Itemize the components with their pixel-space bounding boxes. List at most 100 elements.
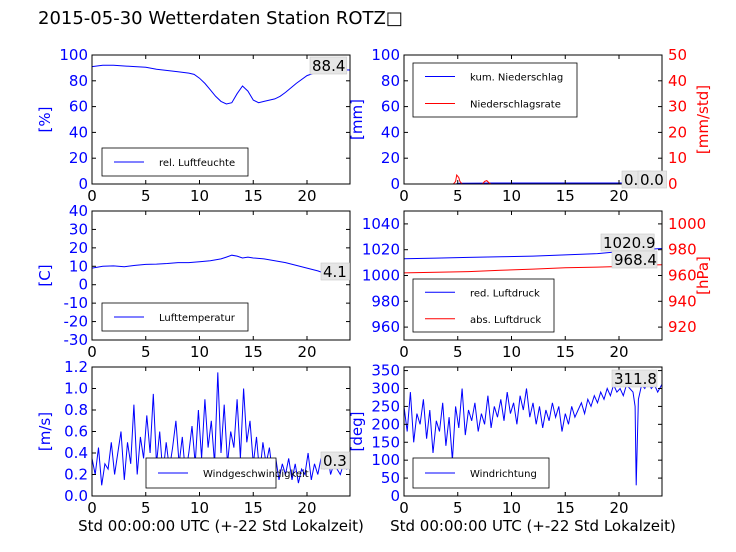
- humidity-ytick-label: 0: [78, 175, 88, 193]
- winddirection-ytick-label: 200: [371, 415, 400, 433]
- precipitation-xtick-label: 0: [399, 187, 409, 205]
- pressure-xtick-label: 20: [609, 343, 628, 361]
- humidity-xtick-label: 5: [141, 187, 151, 205]
- pressure-value-label-box-1: [611, 250, 658, 269]
- precipitation-ytick-label: 80: [381, 72, 400, 90]
- winddirection-xtick-label: 10: [502, 499, 521, 517]
- winddirection-ylabel: [deg]: [348, 412, 366, 452]
- humidity-xtick-label: 10: [190, 187, 209, 205]
- precipitation-y2label: [mm/std]: [694, 85, 712, 154]
- temperature-ytick-label: -20: [64, 313, 89, 331]
- precipitation-ytick-label: 40: [381, 123, 400, 141]
- humidity-ytick-label: 40: [69, 123, 88, 141]
- humidity-ytick-label: 60: [69, 98, 88, 116]
- precipitation-legend-label-1: Niederschlagsrate: [470, 100, 561, 111]
- humidity-xtick-label: 0: [87, 187, 97, 205]
- pressure-ytick-label: 1020: [362, 241, 400, 259]
- temperature-ytick-label: -10: [64, 294, 89, 312]
- pressure-ytick-label: 980: [371, 292, 400, 310]
- temperature-ytick-label: 30: [69, 220, 88, 238]
- precipitation-xtick-label: 5: [453, 187, 463, 205]
- pressure-y2tick-label: 920: [668, 318, 697, 336]
- precipitation-frame: [403, 54, 663, 185]
- humidity-value-label-0: 88.4: [312, 57, 345, 75]
- winddirection-ytick-label: 100: [371, 451, 400, 469]
- pressure-value-label-0: 1020.9: [603, 234, 656, 252]
- windspeed-xtick-label: 5: [141, 499, 151, 517]
- temperature-ylabel: [C]: [36, 264, 54, 286]
- temperature-ytick-label: 40: [69, 202, 88, 220]
- precipitation-ytick-label: 100: [371, 46, 400, 64]
- precipitation-y2tick-label: 20: [668, 123, 687, 141]
- temperature-ytick-label: 20: [69, 239, 88, 257]
- windspeed-value-label-0: 0.3: [323, 452, 347, 470]
- windspeed-value-label-box-0: [320, 451, 350, 470]
- precipitation-legend-box: [412, 62, 578, 118]
- temperature-ytick-label: -30: [64, 331, 89, 349]
- windspeed-xtick-label: 15: [244, 499, 263, 517]
- precipitation-value-label-1: 0.0: [640, 171, 664, 189]
- windspeed-ytick-label: 0.4: [64, 444, 88, 462]
- precipitation-y2tick-label: 40: [668, 72, 687, 90]
- temperature-xtick-label: 15: [244, 343, 263, 361]
- precipitation-y2tick-label: 0: [668, 175, 678, 193]
- pressure-xtick-label: 10: [502, 343, 521, 361]
- pressure-legend-label-0: red. Luftdruck: [470, 288, 540, 299]
- winddirection-xtick-label: 0: [399, 499, 409, 517]
- precipitation-y2tick-label: 10: [668, 149, 687, 167]
- temperature-value-label-0: 4.1: [323, 263, 347, 281]
- winddirection-ytick-label: 250: [371, 397, 400, 415]
- precipitation-y2tick-label: 30: [668, 98, 687, 116]
- windspeed-ytick-label: 1.2: [64, 358, 88, 376]
- winddirection-value-label-0: 311.8: [614, 370, 657, 388]
- winddirection-xtick-label: 20: [609, 499, 628, 517]
- precipitation-xtick-label: 15: [556, 187, 575, 205]
- humidity-series-0-line: [92, 64, 350, 105]
- temperature-series-0-line: [92, 254, 350, 278]
- windspeed-panel: 0 5 10 15 20 0.0 0.2 0.4 0.6 0.8 1.0 1.2 [m/s] Std 00…: [36, 358, 364, 535]
- windspeed-ylabel: [m/s]: [36, 412, 54, 451]
- temperature-xtick-label: 20: [297, 343, 316, 361]
- temperature-xtick-label: 5: [141, 343, 151, 361]
- winddirection-frame: [403, 366, 663, 497]
- humidity-value-label-box-0: [309, 56, 348, 75]
- temperature-value-label-box-0: [320, 262, 350, 281]
- windspeed-ytick-label: 0.2: [64, 466, 88, 484]
- windspeed-ytick-label: 0.8: [64, 401, 88, 419]
- windspeed-legend-label-0: Windgeschwindigkeit: [203, 469, 309, 480]
- pressure-y2tick-label: 940: [668, 292, 697, 310]
- temperature-xtick-label: 10: [190, 343, 209, 361]
- windspeed-ytick-label: 0.0: [64, 487, 88, 505]
- winddirection-value-label-box-0: [611, 369, 658, 388]
- temperature-xtick-label: 0: [87, 343, 97, 361]
- figure-title-text: 2015-05-30 Wetterdaten Station ROTZ: [38, 8, 386, 29]
- pressure-y2tick-label: 960: [668, 267, 697, 285]
- precipitation-y2tick-label: 50: [668, 46, 687, 64]
- winddirection-ytick-label: 300: [371, 380, 400, 398]
- figure-title: 2015-05-30 Wetterdaten Station ROTZ□: [38, 8, 403, 29]
- humidity-ytick-label: 100: [59, 46, 88, 64]
- humidity-xtick-label: 20: [297, 187, 316, 205]
- winddirection-ytick-label: 50: [381, 469, 400, 487]
- temperature-frame: [91, 210, 351, 341]
- windspeed-xtick-label: 0: [87, 499, 97, 517]
- humidity-ytick-label: 20: [69, 149, 88, 167]
- pressure-legend-box: [412, 278, 555, 333]
- humidity-xtick-label: 15: [244, 187, 263, 205]
- temperature-ytick-label: 10: [69, 257, 88, 275]
- precipitation-panel: 0 5 10 15 20 0 20 40 60 80 100 0 10 20 30 40 50 [mm] [mm/s…: [348, 46, 712, 205]
- humidity-legend-label-0: rel. Luftfeuchte: [159, 158, 235, 169]
- winddirection-series-0-line: [404, 380, 662, 486]
- winddirection-ytick-label: 0: [390, 487, 400, 505]
- pressure-ytick-label: 1000: [362, 267, 400, 285]
- winddirection-xtick-label: 15: [556, 499, 575, 517]
- humidity-panel: 0 5 10 15 20 0 20 40 60 80 100 [%] 88.4 rel. Luftfeuc…: [36, 46, 351, 205]
- temperature-ytick-label: 0: [78, 276, 88, 294]
- humidity-frame: [91, 54, 351, 185]
- winddirection-legend-label-0: Windrichtung: [470, 469, 537, 480]
- pressure-legend-label-1: abs. Luftdruck: [470, 315, 541, 326]
- pressure-y2tick-label: 1000: [668, 215, 706, 233]
